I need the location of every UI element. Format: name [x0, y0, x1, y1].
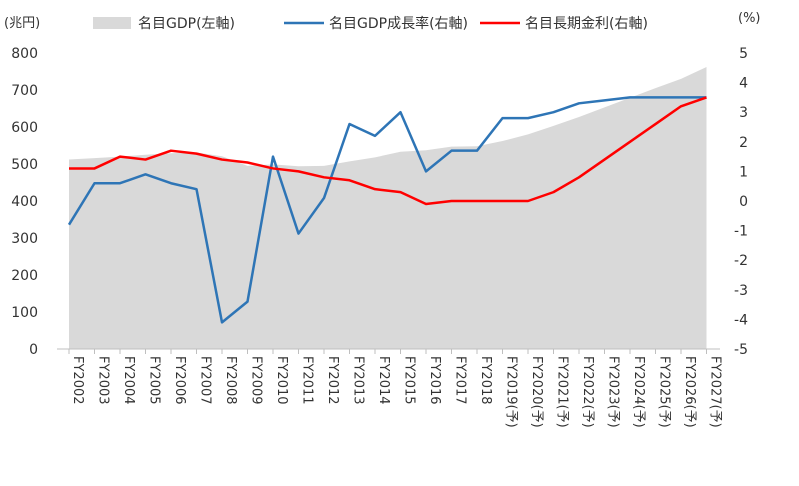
x-tick-label: FY2022(予) — [580, 356, 595, 428]
legend-label: 名目GDP(左軸) — [138, 16, 235, 32]
x-tick-label: FY2020(予) — [529, 356, 544, 428]
x-tick-label: FY2013 — [351, 356, 366, 405]
legend-swatch-gdp — [93, 17, 131, 29]
left-tick-label: 500 — [11, 157, 38, 173]
x-tick-label: FY2002 — [70, 356, 85, 405]
gdp-area-layer — [69, 67, 707, 349]
left-tick-label: 300 — [11, 231, 38, 247]
left-tick-label: 700 — [11, 83, 38, 99]
x-tick-label: FY2021(予) — [555, 356, 570, 428]
x-tick-label: FY2023(予) — [606, 356, 621, 428]
x-tick-label: FY2019(予) — [504, 356, 519, 428]
x-tick-label: FY2027(予) — [708, 356, 723, 428]
x-tick-label: FY2024(予) — [631, 356, 646, 428]
right-tick-label: -3 — [734, 283, 748, 299]
left-axis-unit: (兆円) — [4, 16, 40, 31]
x-tick-label: FY2008 — [223, 356, 238, 405]
x-tick-label: FY2014 — [376, 356, 391, 405]
right-tick-label: 2 — [739, 135, 748, 151]
x-tick-label: FY2006 — [172, 356, 187, 405]
x-tick-label: FY2004 — [121, 356, 136, 405]
x-tick-label: FY2017 — [453, 356, 468, 405]
x-tick-label: FY2015 — [402, 356, 417, 405]
left-tick-label: 200 — [11, 268, 38, 284]
legend-label: 名目長期金利(右軸) — [525, 16, 648, 32]
right-axis-unit: (%) — [738, 11, 761, 26]
right-tick-label: -5 — [734, 342, 748, 358]
left-tick-label: 400 — [11, 194, 38, 210]
right-tick-label: 0 — [739, 194, 748, 210]
left-tick-label: 100 — [11, 305, 38, 321]
right-tick-label: -1 — [734, 224, 748, 240]
x-tick-label: FY2007 — [198, 356, 213, 405]
right-tick-label: 1 — [739, 164, 748, 180]
left-tick-label: 600 — [11, 120, 38, 136]
legend: 名目GDP(左軸) 名目GDP成長率(右軸) 名目長期金利(右軸) — [93, 15, 648, 32]
left-tick-label: 0 — [29, 342, 38, 358]
x-tick-label: FY2016 — [427, 356, 442, 405]
x-tick-label: FY2010 — [274, 356, 289, 405]
right-tick-label: -4 — [734, 312, 748, 328]
x-tick-label: FY2003 — [96, 356, 111, 405]
right-tick-label: -2 — [734, 253, 748, 269]
left-tick-label: 800 — [11, 46, 38, 62]
x-tick-label: FY2009 — [249, 356, 264, 405]
gdp-area — [69, 67, 707, 349]
right-tick-label: 3 — [739, 105, 748, 121]
x-tick-label: FY2025(予) — [657, 356, 672, 428]
right-tick-label: 5 — [739, 46, 748, 62]
legend-label: 名目GDP成長率(右軸) — [329, 15, 468, 32]
x-tick-label: FY2026(予) — [682, 356, 697, 428]
x-tick-label: FY2005 — [147, 356, 162, 405]
x-tick-label: FY2012 — [325, 356, 340, 405]
x-tick-label: FY2018 — [478, 356, 493, 405]
x-tick-label: FY2011 — [300, 356, 315, 405]
right-tick-label: 4 — [739, 76, 748, 92]
